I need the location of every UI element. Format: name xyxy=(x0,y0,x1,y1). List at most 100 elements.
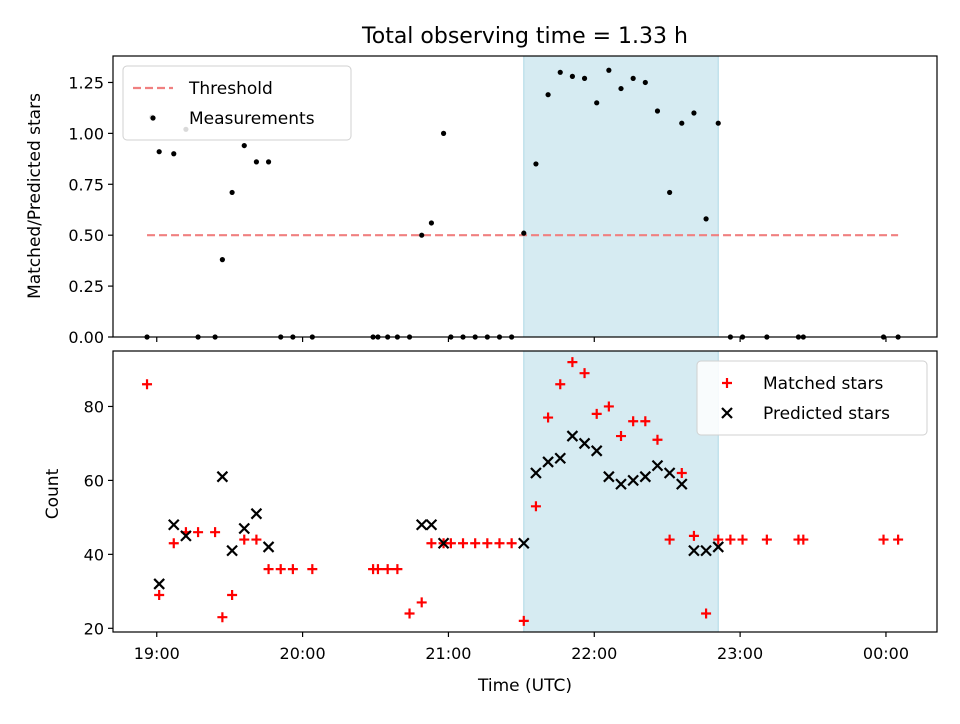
bottom-matched-stars-point-22 xyxy=(445,538,456,549)
bottom-matched-stars-point-23 xyxy=(458,538,469,549)
bottom-matched-stars-point-15 xyxy=(372,564,383,575)
top-y-axis-label: Matched/Predicted stars xyxy=(25,93,45,299)
bottom-axes-frame xyxy=(112,350,938,633)
top-chart-title: Total observing time = 1.33 h xyxy=(361,24,688,49)
bottom-matched-stars-point-41 xyxy=(676,468,687,479)
top-measurements-point-44 xyxy=(703,216,709,222)
bottom-matched-stars-point-26 xyxy=(494,538,505,549)
bottom-predicted-stars-point-17 xyxy=(590,445,603,457)
bottom-matched-stars-point-18 xyxy=(404,608,415,619)
bottom-predicted-stars-point-7 xyxy=(262,541,275,553)
bottom-predicted-stars-point-0 xyxy=(153,578,165,590)
bottom-matched-stars-point-9 xyxy=(251,534,262,545)
bottom-matched-stars-point-46 xyxy=(737,534,748,545)
bottom-predicted-stars-point-10 xyxy=(437,537,450,550)
bottom-matched-stars-point-4 xyxy=(193,527,204,538)
bottom-predicted-stars-point-5 xyxy=(238,522,251,535)
bottom-matched-stars-point-49 xyxy=(798,534,809,545)
bottom-predicted-stars-point-3 xyxy=(216,470,229,483)
legend-predicted-stars-handle xyxy=(721,407,733,419)
top-measurements-point-8 xyxy=(229,189,235,196)
top-measurements-point-37 xyxy=(618,85,624,92)
legend-threshold-label: Threshold xyxy=(188,79,273,99)
legend-measurements-handle xyxy=(150,115,156,121)
bottom-y-tick-label-0: 20 xyxy=(84,619,104,638)
top-measurements-point-41 xyxy=(667,189,673,196)
bottom-predicted-stars-point-9 xyxy=(425,518,438,531)
bottom-y-tick-label-1: 40 xyxy=(84,545,104,564)
top-measurements-point-43 xyxy=(691,110,697,116)
bottom-matched-stars-point-30 xyxy=(543,412,554,423)
bottom-matched-stars-point-12 xyxy=(287,564,298,575)
top-measurements-point-11 xyxy=(265,159,272,165)
top-legend-box xyxy=(122,65,352,141)
top-y-tick-label-4: 1.00 xyxy=(68,124,104,143)
bottom-matched-stars-point-5 xyxy=(210,527,221,538)
bottom-matched-stars-point-36 xyxy=(616,431,627,442)
bottom-matched-stars-point-29 xyxy=(530,501,541,512)
bottom-predicted-stars-point-14 xyxy=(554,452,567,465)
bottom-predicted-stars-point-21 xyxy=(639,470,652,483)
top-measurements-point-20 xyxy=(419,232,425,238)
x-tick-label-2: 21:00 xyxy=(425,644,471,663)
top-measurements-point-10 xyxy=(253,159,260,165)
top-measurements-point-38 xyxy=(630,75,636,81)
bottom-shaded-interval xyxy=(523,350,719,633)
bottom-predicted-stars-point-23 xyxy=(663,467,676,479)
bottom-matched-stars-point-24 xyxy=(470,538,481,549)
bottom-matched-stars-point-0 xyxy=(142,379,153,390)
bottom-matched-stars-point-43 xyxy=(701,608,712,619)
bottom-y-tick-label-3: 80 xyxy=(84,397,104,416)
bottom-matched-stars-point-35 xyxy=(603,401,614,412)
legend-matched-stars-label: Matched stars xyxy=(763,374,883,394)
bottom-matched-stars-point-34 xyxy=(591,408,602,419)
bottom-predicted-stars-point-26 xyxy=(700,544,712,557)
top-y-tick-label-0: 0.00 xyxy=(68,328,104,347)
bottom-matched-stars-point-44 xyxy=(713,534,724,545)
top-measurements-point-21 xyxy=(428,220,435,226)
x-tick-label-1: 20:00 xyxy=(280,644,326,663)
bottom-matched-stars-point-32 xyxy=(567,357,578,368)
bottom-predicted-stars-point-22 xyxy=(651,459,664,472)
top-measurements-point-39 xyxy=(642,79,648,86)
top-measurements-point-29 xyxy=(521,230,527,236)
bottom-predicted-stars-point-1 xyxy=(167,518,180,531)
top-measurements-point-35 xyxy=(594,100,600,106)
bottom-matched-stars-point-7 xyxy=(227,590,238,601)
top-legend: Threshold Measurements xyxy=(122,65,352,141)
bottom-matched-stars-point-16 xyxy=(382,564,393,575)
bottom-matched-stars-point-31 xyxy=(555,379,566,390)
top-measurements-point-22 xyxy=(440,130,447,136)
bottom-matched-stars-point-33 xyxy=(579,368,590,379)
top-y-tick-label-1: 0.25 xyxy=(68,277,104,296)
top-y-tick-label-3: 0.75 xyxy=(68,175,104,194)
legend-matched-stars-handle xyxy=(722,378,732,388)
bottom-predicted-stars-point-25 xyxy=(688,544,700,557)
bottom-predicted-stars-point-13 xyxy=(542,456,554,468)
bottom-matched-stars-point-27 xyxy=(506,538,517,549)
bottom-matched-stars-point-37 xyxy=(628,416,639,427)
top-measurements-point-40 xyxy=(654,108,661,114)
bottom-predicted-stars-point-20 xyxy=(627,474,639,487)
top-y-tick-label-2: 0.50 xyxy=(68,226,104,245)
top-y-tick-label-5: 1.25 xyxy=(68,73,104,92)
bottom-predicted-stars-point-11 xyxy=(518,537,530,550)
bottom-matched-stars-point-2 xyxy=(168,538,179,549)
bottom-predicted-stars-point-4 xyxy=(226,544,238,557)
x-tick-label-0: 19:00 xyxy=(134,644,180,663)
bottom-predicted-stars-point-24 xyxy=(676,478,688,490)
top-measurements-point-34 xyxy=(581,75,588,81)
bottom-legend-box xyxy=(696,360,928,436)
top-measurements-point-33 xyxy=(569,73,575,79)
x-tick-label-5: 00:00 xyxy=(863,644,909,663)
bottom-matched-stars-point-28 xyxy=(518,615,529,626)
bottom-matched-stars-point-20 xyxy=(426,538,437,549)
bottom-predicted-stars-point-27 xyxy=(712,541,725,553)
bottom-legend: Matched stars Predicted stars xyxy=(696,360,928,436)
top-measurements-point-32 xyxy=(557,69,563,75)
legend-predicted-stars-label: Predicted stars xyxy=(763,404,890,424)
top-axes-frame xyxy=(112,55,938,338)
bottom-y-axis-label: Count xyxy=(43,468,63,519)
x-tick-label-3: 22:00 xyxy=(571,644,617,663)
top-measurements-point-42 xyxy=(679,120,685,126)
